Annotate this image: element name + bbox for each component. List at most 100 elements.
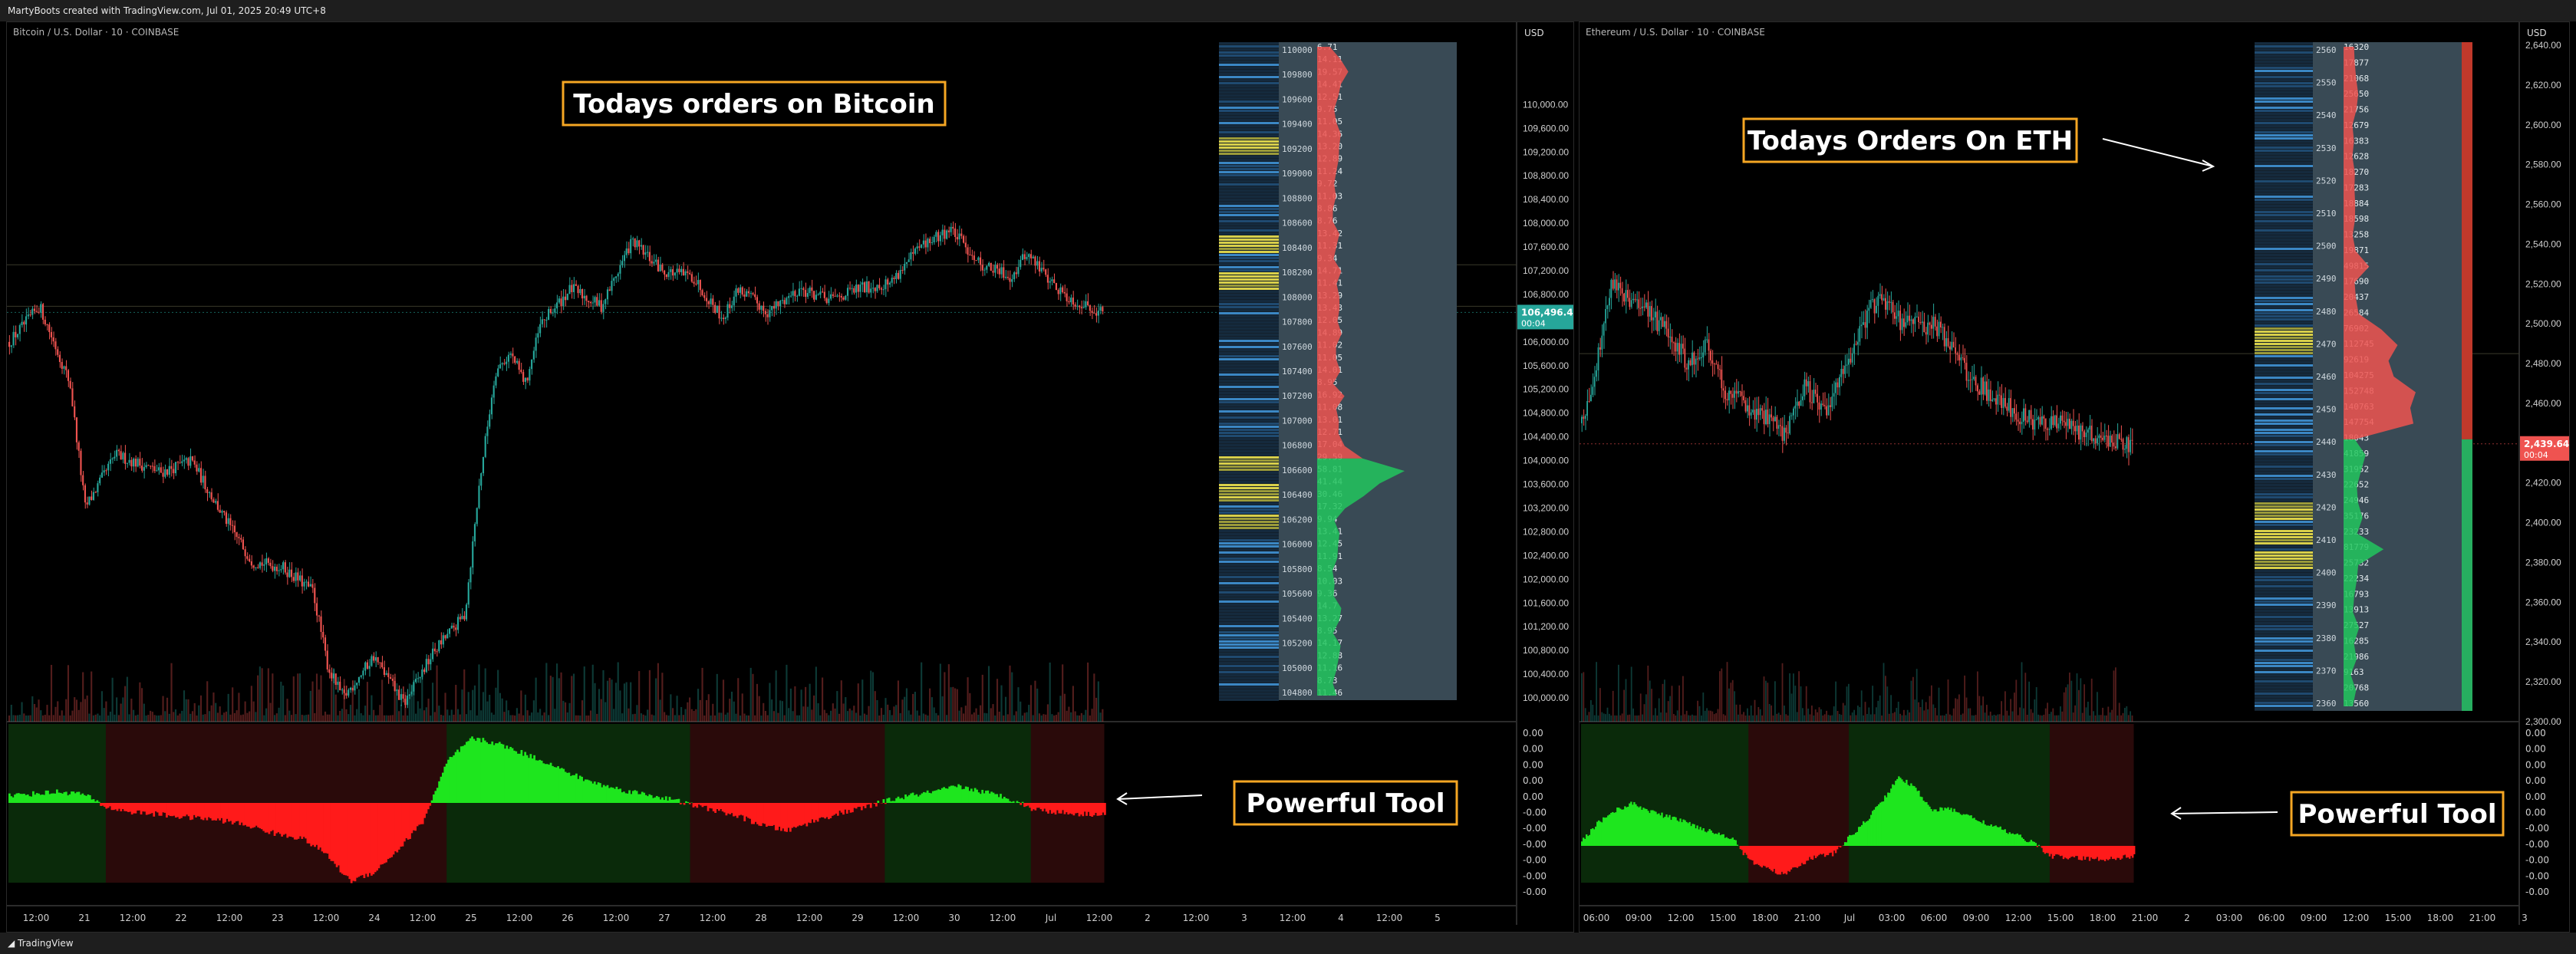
candle-body	[1777, 425, 1780, 429]
orderbook-price-level: 2420	[2316, 502, 2337, 512]
oscillator-regime-bg	[909, 724, 934, 883]
oscillator-bar	[242, 803, 245, 826]
volume-bar	[888, 709, 891, 722]
oscillator-bar	[549, 762, 552, 803]
volume-bar	[390, 715, 392, 722]
volume-bar	[1978, 696, 1981, 722]
oscillator-bar	[700, 803, 702, 806]
ethereum-chart-pane[interactable]: Ethereum / U.S. Dollar · 10 · COINBASE 2…	[1579, 21, 2570, 933]
heatmap-cell	[2255, 303, 2313, 305]
oscillator-bar	[357, 803, 361, 877]
oscillator-bar	[1005, 798, 1008, 803]
candle-body	[560, 298, 562, 306]
candle-body	[564, 296, 567, 301]
bitcoin-chart-pane[interactable]: Bitcoin / U.S. Dollar · 10 · COINBASE 11…	[6, 21, 1574, 933]
volume-bar	[937, 715, 940, 722]
volume-bar	[602, 669, 604, 722]
oscillator-bar	[584, 779, 587, 803]
heatmap-cell	[1219, 88, 1279, 90]
oscillator-bar	[72, 791, 75, 803]
price-tick-label: 104,800.00	[1523, 408, 1569, 419]
volume-bar	[166, 697, 169, 722]
heatmap-cell	[1219, 643, 1279, 646]
volume-bar	[845, 697, 847, 722]
time-tick-label: 06:00	[2258, 913, 2285, 923]
oscillator-bar	[631, 791, 634, 803]
volume-bar	[18, 715, 21, 722]
heatmap-cell	[1219, 383, 1279, 385]
volume-bar	[539, 709, 542, 722]
candle-body	[760, 305, 763, 310]
candle-body	[1642, 306, 1643, 309]
volume-bar	[981, 674, 983, 722]
candle-body	[2024, 408, 2027, 421]
volume-bar	[659, 699, 661, 722]
volume-bar	[939, 663, 941, 722]
candle-body	[151, 465, 153, 467]
volume-bar	[851, 710, 853, 722]
candle-body	[1776, 416, 1778, 429]
oscillator-bar	[917, 796, 920, 803]
volume-bar	[318, 689, 320, 722]
tradingview-logo-icon: ◢	[8, 938, 18, 949]
volume-bar	[1934, 708, 1936, 722]
oscillator-bar	[1988, 825, 1991, 846]
candle-body	[526, 377, 529, 381]
heatmap-cell	[2255, 416, 2313, 419]
price-tick-label: 108,400.00	[1523, 194, 1569, 205]
candle-body	[1045, 269, 1047, 275]
oscillator-regime-bg	[32, 724, 58, 883]
oscillator-bar	[145, 803, 148, 815]
oscillator-bar	[855, 803, 858, 809]
oscillator-bar	[2113, 846, 2116, 859]
volume-bar	[743, 713, 746, 722]
heatmap-cell	[2255, 214, 2313, 216]
oscillator-bar	[1681, 822, 1683, 846]
candle-body	[1757, 409, 1760, 416]
volume-bar	[311, 681, 314, 722]
volume-bar	[726, 712, 729, 722]
oscillator-bar	[471, 736, 473, 803]
oscillator-regime-bg	[1665, 724, 1682, 883]
orderbook-price-level: 2540	[2316, 110, 2337, 120]
heatmap-cell	[1219, 680, 1279, 683]
oscillator-bar	[136, 803, 139, 811]
oscillator-bar	[888, 798, 891, 803]
orderbook-price-level: 108200	[1282, 268, 1313, 278]
bitcoin-chart-canvas[interactable]: 1100001098001096001094001092001090001088…	[7, 22, 1574, 933]
candle-body	[2021, 421, 2023, 425]
heatmap-cell	[2255, 324, 2313, 327]
candle-body	[931, 242, 933, 244]
oscillator-bar	[383, 803, 386, 864]
volume-bar	[1702, 692, 1705, 722]
candle-body	[960, 233, 963, 236]
oscillator-bar	[857, 803, 859, 808]
volume-bar	[185, 699, 187, 722]
volume-bar	[775, 670, 777, 722]
volume-bar	[859, 715, 861, 722]
oscillator-bar	[1777, 846, 1780, 875]
oscillator-bar	[30, 796, 33, 803]
heatmap-cell	[2255, 518, 2313, 520]
oscillator-bar	[64, 791, 68, 803]
candle-body	[1734, 390, 1735, 398]
volume-bar	[82, 672, 84, 722]
heatmap-cell	[1219, 478, 1279, 480]
ethereum-chart-canvas[interactable]: 2560255025402530252025102500249024802470…	[1580, 22, 2570, 933]
candle-body	[1667, 328, 1669, 338]
oscillator-bar	[92, 799, 95, 803]
oscillator-bar	[1025, 803, 1028, 807]
volume-bar	[334, 694, 337, 722]
volume-bar	[619, 690, 621, 722]
candle-body	[941, 229, 944, 235]
candle-body	[1630, 300, 1632, 308]
oscillator-regime-bg	[2100, 724, 2117, 883]
oscillator-bar	[2077, 846, 2080, 860]
volume-bar	[689, 697, 691, 722]
oscillator-bar	[849, 803, 852, 813]
volume-bar	[703, 716, 706, 722]
heatmap-cell	[1219, 484, 1279, 486]
candle-body	[1876, 305, 1877, 314]
volume-bar	[1662, 683, 1664, 722]
oscillator-bar	[1805, 846, 1808, 861]
